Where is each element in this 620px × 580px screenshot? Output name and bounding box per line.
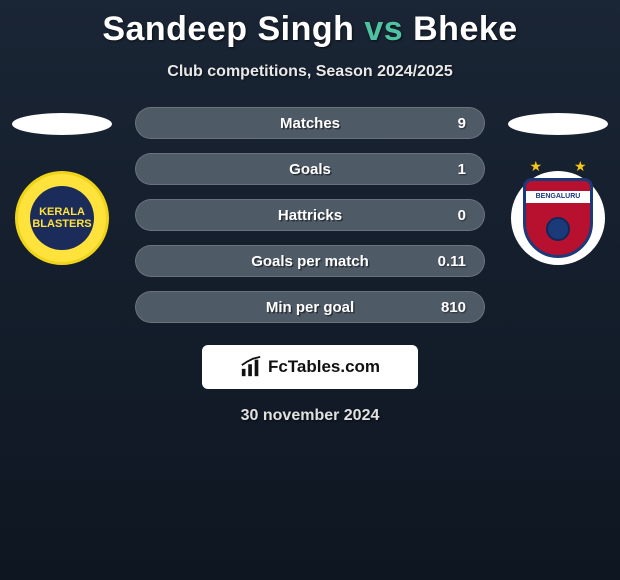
page-title: Sandeep Singh vs Bheke [0,0,620,49]
stat-row-matches: Matches Matches 9 [135,107,485,139]
stat-label-shadow: Min per goal [138,300,486,317]
title-player2: Bheke [413,10,518,48]
stat-row-goals: Goals Goals 1 [135,153,485,185]
stat-row-hattricks: Hattricks Hattricks 0 [135,199,485,231]
stat-label: Min per goal [136,299,484,316]
stat-label: Goals [136,161,484,178]
title-player1: Sandeep Singh [102,10,354,48]
stat-label-shadow: Goals [138,162,486,179]
logo-stars: ★ ★ [529,158,586,175]
main-content: KERALA BLASTERS Matches Matches 9 Goals … [0,101,620,323]
club-logo-left: KERALA BLASTERS [15,171,109,265]
brand-text: FcTables.com [268,357,380,377]
stats-list: Matches Matches 9 Goals Goals 1 Hattrick… [135,101,485,323]
stat-value: 0 [458,207,466,224]
date-text: 30 november 2024 [0,407,620,425]
logo-ball-icon [546,217,570,241]
left-ellipse [12,113,112,135]
subtitle: Club competitions, Season 2024/2025 [0,63,620,81]
stat-row-mpg: Min per goal Min per goal 810 [135,291,485,323]
logo-band: BENGALURU [526,191,590,203]
left-column: KERALA BLASTERS [7,101,117,265]
stat-value: 810 [441,299,466,316]
stat-value: 1 [458,161,466,178]
stat-value: 0.11 [438,253,466,270]
stat-label-shadow: Matches [138,116,486,133]
right-ellipse [508,113,608,135]
club-logo-right: ★ ★ BENGALURU [511,171,605,265]
stat-row-gpm: Goals per match Goals per match 0.11 [135,245,485,277]
stat-label: Goals per match [136,253,484,270]
logo-shield: BENGALURU [523,178,593,258]
star-icon: ★ [529,158,542,175]
star-icon: ★ [574,158,587,175]
stat-value: 9 [458,115,466,132]
stat-label-shadow: Goals per match [138,254,486,271]
brand-card: FcTables.com [202,345,418,389]
chart-icon [240,356,262,378]
stat-label: Matches [136,115,484,132]
stat-label: Hattricks [136,207,484,224]
club-logo-left-text: KERALA BLASTERS [30,186,94,250]
stat-label-shadow: Hattricks [138,208,486,225]
title-vs: vs [354,10,413,48]
right-column: ★ ★ BENGALURU [503,101,613,265]
